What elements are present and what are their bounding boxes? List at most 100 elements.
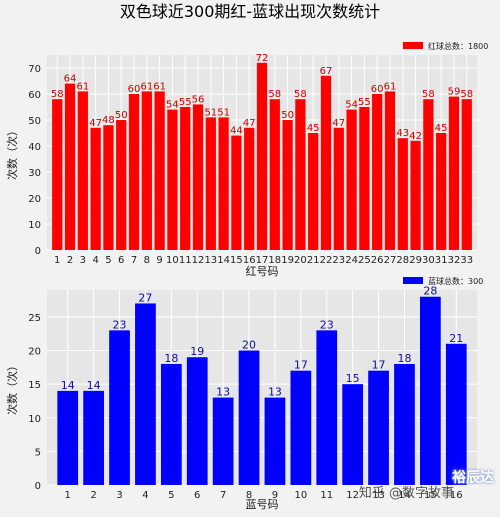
blue-x-tick-label: 12 <box>346 490 359 501</box>
blue-bar-value-label: 21 <box>449 332 463 345</box>
blue-x-axis-label: 蓝号码 <box>246 498 279 511</box>
red-bar <box>436 133 447 250</box>
red-x-tick-label: 30 <box>422 255 435 266</box>
red-y-tick-label: 0 <box>35 246 41 257</box>
red-x-tick-label: 6 <box>118 255 124 266</box>
red-bar-value-label: 58 <box>268 89 281 100</box>
red-x-tick-label: 33 <box>460 255 473 266</box>
red-bar <box>90 127 101 250</box>
red-bar <box>384 91 396 251</box>
blue-bar <box>342 384 364 485</box>
blue-bar <box>83 390 104 485</box>
blue-y-tick-label: 10 <box>28 414 41 425</box>
red-bar-value-label: 51 <box>217 107 230 118</box>
red-bar <box>141 91 152 251</box>
red-x-tick-label: 4 <box>92 255 98 266</box>
red-bar-value-label: 47 <box>89 118 102 129</box>
blue-y-tick-label: 20 <box>28 347 41 358</box>
red-bar-value-label: 58 <box>460 89 473 100</box>
red-bar-value-label: 45 <box>435 123 448 134</box>
red-x-tick-label: 26 <box>371 255 384 266</box>
red-x-tick-label: 17 <box>256 255 269 266</box>
blue-bar-value-label: 20 <box>242 339 256 352</box>
red-x-tick-label: 2 <box>67 255 73 266</box>
blue-x-tick-label: 7 <box>220 490 226 501</box>
red-x-tick-label: 5 <box>105 255 111 266</box>
blue-bar-value-label: 27 <box>138 291 152 304</box>
blue-y-tick-label: 25 <box>28 313 41 324</box>
red-x-tick-label: 22 <box>320 255 333 266</box>
red-bar-value-label: 44 <box>230 126 243 137</box>
red-bar-value-label: 54 <box>166 100 179 111</box>
red-bar <box>77 91 88 251</box>
red-x-tick-label: 23 <box>332 255 345 266</box>
blue-y-tick-label: 5 <box>35 447 41 458</box>
red-y-tick-label: 30 <box>28 168 41 179</box>
red-x-tick-label: 12 <box>192 255 205 266</box>
red-x-tick-label: 7 <box>131 255 137 266</box>
red-x-tick-label: 18 <box>268 255 281 266</box>
blue-bar <box>109 330 130 485</box>
red-bar-value-label: 61 <box>153 81 166 92</box>
blue-y-tick-label: 0 <box>35 481 41 492</box>
red-x-tick-label: 25 <box>358 255 371 266</box>
red-y-tick-label: 50 <box>28 116 41 127</box>
blue-bar-value-label: 18 <box>164 352 178 365</box>
red-x-tick-label: 31 <box>435 255 448 266</box>
red-bar <box>205 117 216 251</box>
red-bar <box>333 127 344 250</box>
red-x-tick-label: 21 <box>307 255 320 266</box>
red-x-tick-label: 11 <box>179 255 192 266</box>
blue-x-tick-label: 4 <box>142 490 148 501</box>
red-bar <box>116 120 127 250</box>
red-bar-value-label: 50 <box>281 110 294 121</box>
blue-y-axis-label: 次数（次） <box>5 360 19 415</box>
red-y-tick-label: 10 <box>28 220 41 231</box>
blue-bar-value-label: 18 <box>397 352 411 365</box>
red-bar-value-label: 61 <box>76 81 89 92</box>
red-bar-value-label: 51 <box>204 107 217 118</box>
blue-bar-value-label: 17 <box>372 359 386 372</box>
blue-bar <box>57 390 79 485</box>
red-bar-value-label: 45 <box>307 123 320 134</box>
red-y-tick-label: 70 <box>28 64 41 75</box>
blue-x-tick-label: 9 <box>272 490 278 501</box>
red-bar <box>167 109 178 250</box>
red-x-tick-label: 29 <box>409 255 422 266</box>
blue-x-tick-label: 16 <box>450 490 463 501</box>
blue-bar-value-label: 23 <box>113 318 127 331</box>
blue-bar <box>445 343 467 485</box>
blue-y-tick-label: 15 <box>28 380 41 391</box>
red-bar-value-label: 59 <box>448 87 461 98</box>
red-x-tick-label: 32 <box>448 255 461 266</box>
chart-title: 双色球近300期红-蓝球出现次数统计 <box>120 2 380 21</box>
red-y-axis-label: 次数（次） <box>5 125 19 180</box>
red-x-tick-label: 16 <box>243 255 256 266</box>
red-bar <box>231 135 242 250</box>
blue-x-tick-label: 8 <box>246 490 252 501</box>
red-bar <box>448 96 460 250</box>
red-bar-value-label: 58 <box>294 89 307 100</box>
blue-bar <box>368 370 389 485</box>
red-x-tick-label: 8 <box>144 255 150 266</box>
blue-x-tick-label: 10 <box>294 490 307 501</box>
blue-bar-value-label: 14 <box>87 379 101 392</box>
red-bar-value-label: 60 <box>128 84 141 95</box>
blue-legend-swatch <box>403 277 423 284</box>
red-bar <box>103 125 114 250</box>
red-bar-value-label: 42 <box>409 131 422 142</box>
red-bar-value-label: 48 <box>102 115 115 126</box>
red-x-tick-label: 28 <box>396 255 409 266</box>
blue-legend-label: 蓝球总数：300 <box>428 276 483 286</box>
red-bar <box>410 140 421 250</box>
red-x-tick-label: 15 <box>230 255 243 266</box>
blue-x-tick-label: 2 <box>90 490 96 501</box>
red-x-tick-label: 19 <box>281 255 294 266</box>
red-bar-value-label: 58 <box>422 89 435 100</box>
red-bar <box>180 107 191 250</box>
red-x-tick-label: 20 <box>294 255 307 266</box>
blue-x-tick-label: 5 <box>168 490 174 501</box>
red-x-tick-label: 27 <box>384 255 397 266</box>
